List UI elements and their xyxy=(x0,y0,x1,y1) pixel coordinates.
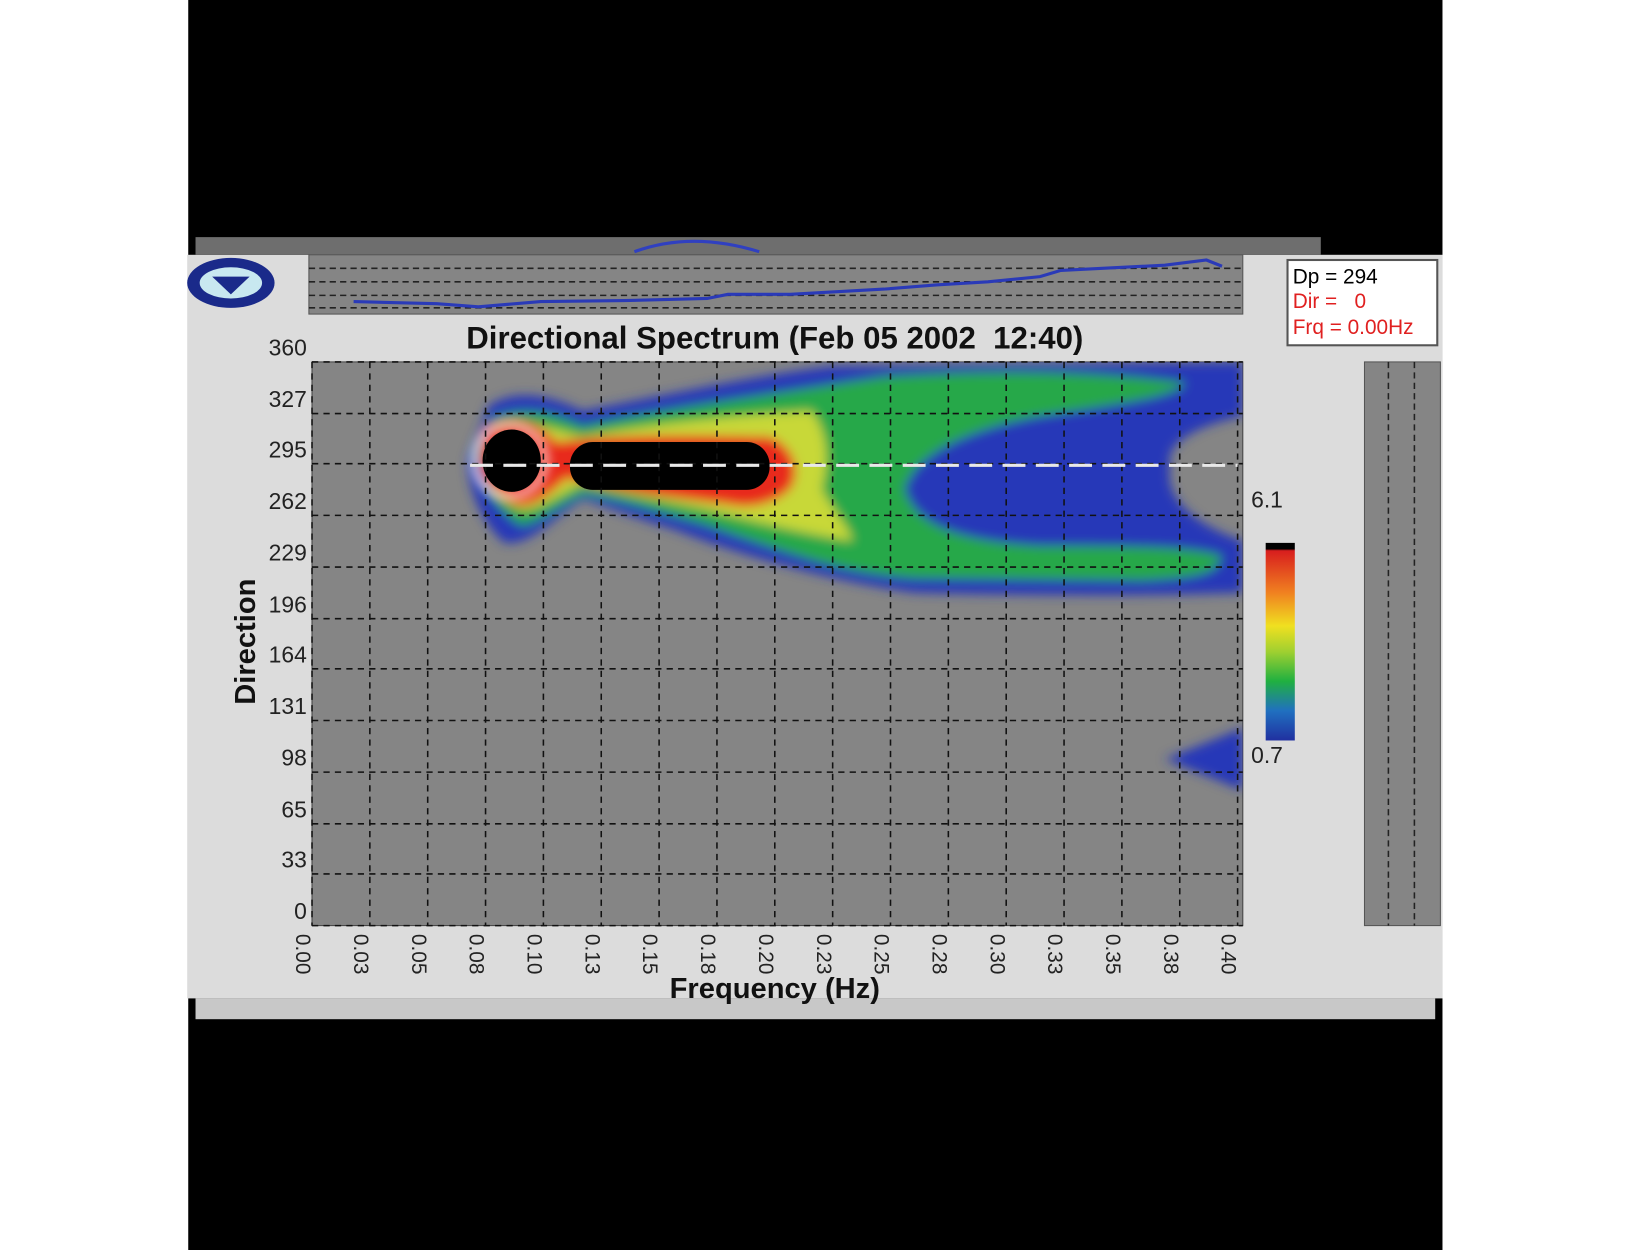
mini-line xyxy=(353,258,1223,309)
x-tick-label: 0.40 xyxy=(1217,934,1240,974)
y-tick-label: 0 xyxy=(294,898,307,924)
x-axis-label: Frequency (Hz) xyxy=(670,973,880,1005)
heatmap xyxy=(467,361,1243,791)
scaled-layer: Dp = 294 Dir = 0 Frq = 0.00Hz 0.00 0.03 0.… xyxy=(187,0,1443,1250)
y-tick-label: 65 xyxy=(281,796,306,822)
x-tick-label: 0.03 xyxy=(349,934,372,974)
ticks: 0.00 0.03 0.05 0.08 0.10 0.13 0.15 0.18 0.20 0.23… xyxy=(269,334,1240,974)
x-tick-label: 0.10 xyxy=(523,934,546,974)
y-tick-label: 131 xyxy=(269,693,307,719)
ring xyxy=(471,422,548,499)
readout-frq: Frq = 0.00Hz xyxy=(1293,316,1414,339)
readout-dir: Dir = 0 xyxy=(1293,290,1366,313)
core xyxy=(482,429,541,492)
side-grid xyxy=(1387,361,1416,926)
grid xyxy=(311,361,1243,927)
readout-dp-value: 294 xyxy=(1343,265,1378,288)
y-tick-label: 327 xyxy=(269,386,307,412)
readout-dp: Dp = 294 xyxy=(1293,265,1378,288)
y-tick-label: 196 xyxy=(269,591,307,617)
readout-dp-label: Dp = xyxy=(1293,265,1338,288)
y-axis-label: Direction xyxy=(230,579,262,705)
chart-title: Directional Spectrum (Feb 05 2002 12:40) xyxy=(466,320,1083,355)
side-panel xyxy=(1363,361,1441,927)
x-tick-label: 0.28 xyxy=(927,934,950,974)
top-strip xyxy=(195,237,1321,255)
strip-line xyxy=(633,239,760,254)
x-tick-label: 0.25 xyxy=(870,934,893,974)
x-tick-label: 0.23 xyxy=(812,934,835,974)
y-tick-label: 295 xyxy=(269,436,307,462)
x-tick-label: 0.05 xyxy=(407,934,430,974)
y-tick-label: 98 xyxy=(281,745,306,771)
x-tick-label: 0.15 xyxy=(638,934,661,974)
x-tick-label: 0.33 xyxy=(1043,934,1066,974)
colorbar xyxy=(1265,542,1295,741)
x-tick-label: 0.30 xyxy=(985,934,1008,974)
y-tick-label: 360 xyxy=(269,334,307,360)
contour-low xyxy=(1164,728,1243,791)
readout-box xyxy=(1286,258,1439,347)
y-tick-label: 229 xyxy=(269,540,307,566)
y-tick-label: 164 xyxy=(269,641,307,667)
x-tick-label: 0.18 xyxy=(696,934,719,974)
colorbar-min: 0.7 xyxy=(1251,742,1283,768)
x-tick-label: 0.00 xyxy=(291,934,314,974)
x-tick-label: 0.20 xyxy=(754,934,777,974)
x-tick-label: 0.13 xyxy=(580,934,603,974)
y-tick-label: 262 xyxy=(269,488,307,514)
x-tick-label: 0.38 xyxy=(1159,934,1182,974)
x-tick-label: 0.35 xyxy=(1101,934,1124,974)
logo-gem xyxy=(212,276,250,295)
bottom-strip xyxy=(195,998,1436,1020)
y-tick-label: 33 xyxy=(281,846,306,872)
x-tick-label: 0.08 xyxy=(465,934,488,974)
colorbar-max: 6.1 xyxy=(1251,486,1283,512)
